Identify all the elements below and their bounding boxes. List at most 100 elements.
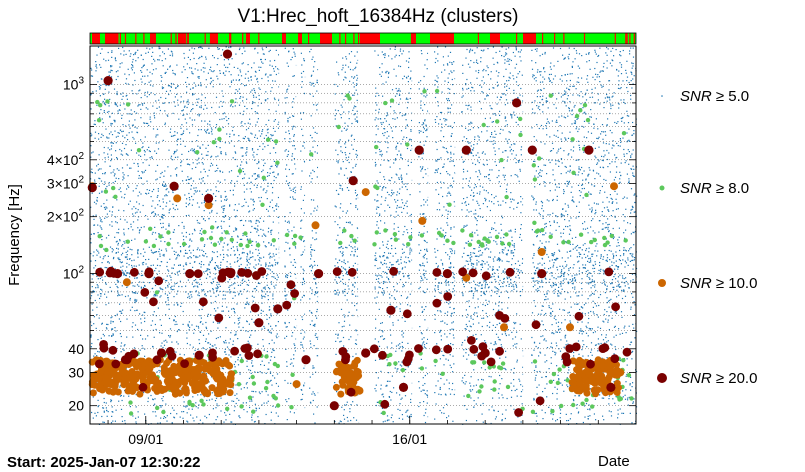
snr5-dot: [375, 390, 377, 392]
snr5-dot: [223, 118, 225, 120]
snr5-dot: [582, 222, 584, 225]
snr5-dot: [128, 264, 130, 266]
snr5-dot: [108, 335, 110, 337]
snr5-dot: [132, 285, 134, 287]
snr5-dot: [409, 293, 411, 295]
snr5-dot: [577, 94, 579, 96]
snr5-dot: [144, 169, 147, 171]
snr5-dot: [440, 282, 443, 284]
snr5-dot: [203, 250, 205, 253]
snr5-dot: [534, 100, 536, 102]
snr5-dot: [463, 286, 465, 288]
snr5-dot: [353, 277, 355, 279]
chart-title: V1:Hrec_hoft_16384Hz (clusters): [238, 6, 519, 27]
snr5-dot: [542, 305, 544, 307]
snr5-dot: [90, 132, 92, 134]
snr5-dot: [261, 130, 263, 132]
snr5-dot: [549, 221, 551, 223]
snr5-dot: [237, 236, 239, 238]
snr5-dot: [562, 280, 564, 282]
snr5-dot: [618, 294, 620, 296]
snr5-dot: [606, 196, 608, 199]
snr5-dot: [146, 180, 148, 182]
snr5-dot: [435, 385, 437, 387]
segment-off: [112, 33, 114, 44]
snr5-dot: [310, 264, 312, 266]
snr5-dot: [97, 287, 99, 289]
snr5-dot: [104, 173, 106, 175]
snr5-dot: [292, 188, 294, 190]
snr5-dot: [241, 280, 243, 282]
snr5-dot: [629, 383, 631, 385]
snr5-dot: [286, 97, 288, 99]
snr5-dot: [539, 351, 541, 353]
snr5-dot: [309, 175, 311, 177]
snr5-dot: [437, 310, 439, 312]
snr5-dot: [549, 66, 551, 68]
snr5-dot: [249, 118, 251, 120]
snr5-dot: [378, 274, 380, 276]
snr5-dot: [192, 180, 195, 182]
snr5-dot: [146, 297, 148, 299]
segment-off: [282, 33, 286, 44]
snr5-dot: [507, 291, 509, 293]
snr5-dot: [278, 104, 280, 106]
snr5-dot: [257, 314, 259, 316]
snr5-dot: [157, 422, 159, 424]
snr5-dot: [345, 154, 347, 156]
snr5-dot: [159, 296, 161, 298]
snr5-dot: [588, 167, 590, 169]
snr5-dot: [493, 140, 495, 142]
snr5-dot: [561, 257, 563, 259]
snr5-dot: [493, 240, 495, 242]
snr5-dot: [137, 105, 139, 107]
snr5-dot: [99, 256, 101, 258]
snr5-dot: [629, 248, 631, 250]
segment-off: [204, 33, 206, 44]
snr5-dot: [191, 324, 193, 326]
snr5-dot: [119, 240, 121, 242]
snr5-dot: [286, 401, 288, 403]
snr5-dot: [584, 101, 586, 104]
snr5-dot: [402, 243, 404, 245]
segment-off: [186, 33, 188, 44]
snr5-dot: [159, 47, 161, 49]
snr5-dot: [238, 326, 240, 328]
snr5-dot: [186, 405, 188, 407]
snr5-dot: [597, 326, 599, 328]
snr5-dot: [276, 203, 278, 205]
snr5-dot: [443, 383, 445, 385]
snr5-dot: [495, 70, 498, 72]
snr5-dot: [612, 47, 614, 49]
snr5-dot: [212, 289, 214, 291]
snr5-dot: [215, 200, 217, 202]
snr5-dot: [434, 285, 436, 287]
snr5-dot: [185, 264, 188, 266]
snr5-dot: [275, 143, 277, 145]
snr5-dot: [168, 304, 170, 306]
snr5-dot: [225, 116, 227, 118]
snr5-dot: [240, 329, 242, 331]
snr5-dot: [226, 291, 228, 293]
snr5-dot: [241, 252, 243, 254]
snr5-dot: [388, 179, 390, 181]
snr5-dot: [581, 183, 584, 186]
snr5-dot: [553, 65, 555, 67]
snr5-dot: [500, 128, 502, 130]
snr5-dot: [127, 175, 129, 177]
snr5-dot: [132, 213, 134, 215]
snr5-dot: [445, 124, 447, 126]
snr5-dot: [486, 94, 488, 96]
snr5-dot: [229, 86, 231, 88]
snr5-dot: [268, 362, 270, 364]
snr5-dot: [619, 51, 621, 53]
snr5-dot: [566, 420, 568, 422]
snr5-dot: [260, 264, 262, 266]
snr5-dot: [224, 142, 226, 144]
snr5-dot: [138, 191, 141, 193]
snr5-dot: [584, 416, 586, 418]
snr5-dot: [204, 104, 206, 106]
snr5-dot: [408, 57, 410, 59]
snr5-dot: [595, 53, 597, 55]
